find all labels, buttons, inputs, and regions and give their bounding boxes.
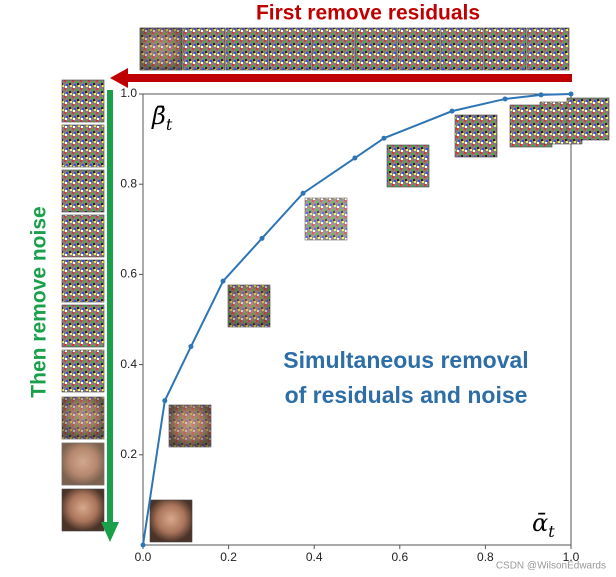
plot-frame <box>142 93 572 546</box>
point <box>381 135 387 141</box>
y-tick-label: 0.2 <box>120 447 137 461</box>
point <box>352 155 358 161</box>
green-arrow <box>101 90 119 542</box>
point <box>449 108 455 114</box>
point <box>220 278 226 284</box>
x-tick-label: 0.2 <box>220 550 237 564</box>
left-images <box>61 79 105 532</box>
y-tick-label: 0.4 <box>120 357 137 371</box>
x-label-symbol: ᾱ <box>532 509 548 537</box>
y-tick-label: 1.0 <box>120 86 137 100</box>
y-label-sub: t <box>166 115 173 134</box>
x-tick-label: 0.0 <box>135 550 152 564</box>
point <box>259 235 265 241</box>
watermark: CSDN @WilsonEdwards <box>496 561 606 572</box>
point <box>502 96 508 102</box>
x-tick-label: 0.6 <box>391 550 408 564</box>
red-arrow <box>110 68 572 88</box>
x-label-sub: t <box>548 522 555 541</box>
series-line <box>142 93 572 546</box>
point <box>538 92 544 98</box>
top-images <box>139 27 570 71</box>
left-annotation: Then remove noise <box>28 206 51 397</box>
y-label-symbol: β̄ <box>151 102 166 130</box>
x-tick-label: 0.8 <box>477 550 494 564</box>
point <box>568 91 574 97</box>
center-annotation: of residuals and noise <box>285 382 528 408</box>
y-tick-label: 0.6 <box>120 267 137 281</box>
top-annotation: First remove residuals <box>256 2 480 25</box>
y-axis-label: β̄t <box>151 102 173 134</box>
point <box>188 344 194 350</box>
x-axis-label: ᾱt <box>532 509 555 541</box>
center-annotation: Simultaneous removal <box>283 347 528 373</box>
point <box>300 190 306 196</box>
point <box>140 542 146 548</box>
plot-images <box>149 97 610 543</box>
point <box>162 398 168 404</box>
x-tick-label: 1.0 <box>563 550 580 564</box>
y-tick-label: 0.8 <box>120 176 137 190</box>
x-tick-label: 0.4 <box>306 550 323 564</box>
